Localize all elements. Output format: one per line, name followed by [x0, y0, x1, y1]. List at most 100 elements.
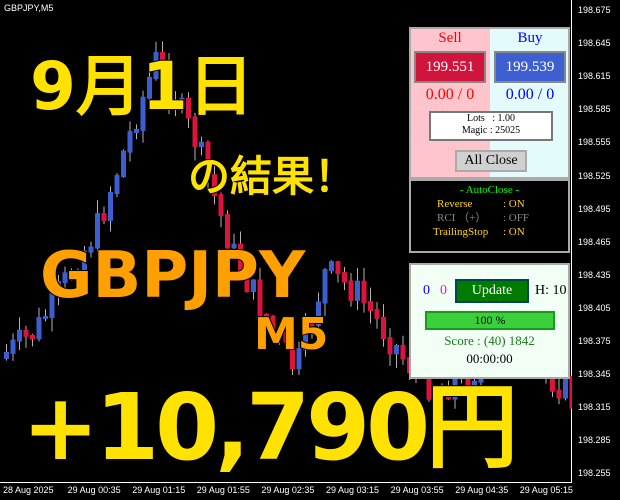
- bear-candle: [374, 309, 380, 319]
- bear-candle: [387, 337, 393, 355]
- reverse-value: : ON: [503, 198, 525, 210]
- lots-text: Lots : 1.00: [466, 113, 516, 124]
- price-label: 198.495: [578, 203, 611, 214]
- all-close-button[interactable]: All Close: [455, 150, 527, 172]
- price-label: 198.465: [578, 236, 611, 247]
- time-label: 29 Aug 03:15: [326, 485, 380, 495]
- bull-candle: [10, 339, 16, 354]
- bull-candle: [322, 269, 328, 304]
- reverse-row: Reverse: ON: [411, 197, 568, 211]
- chart-symbol: GBPJPY,M5: [4, 3, 54, 13]
- overlay-timeframe: M5: [253, 309, 329, 360]
- time-label: 29 Aug 01:55: [196, 485, 250, 495]
- bull-candle: [43, 315, 48, 320]
- bull-candle: [394, 344, 399, 355]
- bear-candle: [550, 372, 555, 392]
- overlay-pair: GBPJPY: [39, 239, 306, 313]
- bull-candle: [452, 377, 458, 400]
- rci-label: RCI （+）: [437, 212, 487, 224]
- bear-candle: [166, 66, 172, 103]
- bull-candle: [303, 323, 308, 351]
- trade-panel: Sell Buy 199.551 199.539 0.00 / 0 0.00 /…: [409, 27, 570, 179]
- bull-candle: [153, 52, 159, 79]
- trailing-value: : ON: [503, 226, 525, 238]
- timer-text: 00:00:00: [466, 351, 513, 366]
- bear-candle: [446, 387, 451, 400]
- bear-candle: [218, 194, 224, 217]
- bull-candle: [179, 97, 185, 109]
- bear-candle: [212, 174, 217, 197]
- bear-candle: [101, 213, 107, 221]
- bull-candle: [121, 150, 126, 178]
- bear-candle: [283, 331, 289, 343]
- trailing-label: TrailingStop: [433, 226, 489, 238]
- time-label: 29 Aug 03:55: [390, 485, 444, 495]
- price-label: 198.405: [578, 302, 611, 313]
- bull-candle: [62, 272, 68, 284]
- bear-candle: [361, 280, 367, 304]
- price-label: 198.675: [578, 5, 611, 15]
- price-label: 198.645: [578, 38, 611, 49]
- price-label: 198.435: [578, 269, 611, 280]
- sell-label: Sell: [438, 30, 462, 46]
- bull-candle: [199, 141, 204, 148]
- buy-label: Buy: [517, 30, 543, 46]
- overlay-profit: +10,790円: [21, 374, 519, 481]
- bull-candle: [563, 375, 568, 399]
- progress-bar: 100 %: [425, 311, 555, 330]
- buy-button[interactable]: 199.539: [494, 51, 566, 83]
- bull-candle: [127, 131, 133, 153]
- bear-candle: [244, 273, 250, 293]
- price-label: 198.255: [578, 468, 611, 479]
- bull-candle: [49, 289, 55, 318]
- sell-button[interactable]: 199.551: [414, 51, 486, 83]
- bear-candle: [30, 334, 35, 340]
- magic-text: Magic : 25025: [461, 125, 521, 136]
- status-panel: 0 0 Update H: 10 100 % Score : (40) 1842…: [409, 263, 570, 379]
- buy-pnl: 0.00 / 0: [505, 86, 555, 103]
- bull-candle: [88, 246, 94, 253]
- bull-candle: [82, 250, 87, 277]
- bear-candle: [569, 375, 572, 409]
- bear-candle: [381, 316, 386, 340]
- bull-candle: [329, 261, 334, 272]
- bear-candle: [556, 389, 562, 399]
- time-label: 29 Aug 00:35: [67, 485, 121, 495]
- bull-candle: [472, 380, 477, 389]
- bull-candle: [355, 280, 360, 301]
- lots-magic-box: Lots : 1.00 Magic : 25025: [429, 111, 553, 141]
- autoclose-title: - AutoClose -: [459, 184, 520, 196]
- bear-candle: [309, 323, 315, 326]
- count-magenta: 0: [440, 283, 447, 298]
- bull-candle: [433, 394, 438, 400]
- bull-candle: [296, 348, 302, 370]
- price-label: 198.615: [578, 71, 611, 82]
- bull-candle: [439, 387, 445, 397]
- price-label: 198.525: [578, 170, 611, 181]
- time-label: 28 Aug 2025: [3, 485, 54, 495]
- bear-candle: [205, 141, 211, 177]
- time-label: 29 Aug 02:35: [261, 485, 315, 495]
- update-button[interactable]: Update: [455, 279, 529, 303]
- price-label: 198.315: [578, 402, 611, 413]
- autoclose-panel: - AutoClose - Reverse: ON RCI （+）: OFF T…: [409, 179, 570, 253]
- bull-candle: [140, 96, 146, 131]
- time-label: 29 Aug 01:15: [132, 485, 186, 495]
- bear-candle: [290, 340, 295, 370]
- price-label: 198.285: [578, 435, 611, 446]
- overlay-date: 9月1日: [29, 48, 255, 125]
- bear-candle: [342, 272, 347, 283]
- bull-candle: [134, 128, 139, 134]
- sell-pnl: 0.00 / 0: [425, 86, 475, 103]
- bull-candle: [17, 329, 22, 342]
- price-label: 198.585: [578, 104, 611, 115]
- price-label: 198.345: [578, 369, 611, 380]
- bear-candle: [186, 97, 191, 119]
- bear-candle: [264, 313, 269, 318]
- time-label: 29 Aug 04:35: [455, 485, 509, 495]
- count-blue: 0: [423, 283, 430, 298]
- bull-candle: [231, 243, 237, 249]
- rci-row: RCI （+）: OFF: [411, 211, 568, 225]
- bull-candle: [114, 175, 120, 195]
- overlay-result: の結果！: [187, 152, 357, 201]
